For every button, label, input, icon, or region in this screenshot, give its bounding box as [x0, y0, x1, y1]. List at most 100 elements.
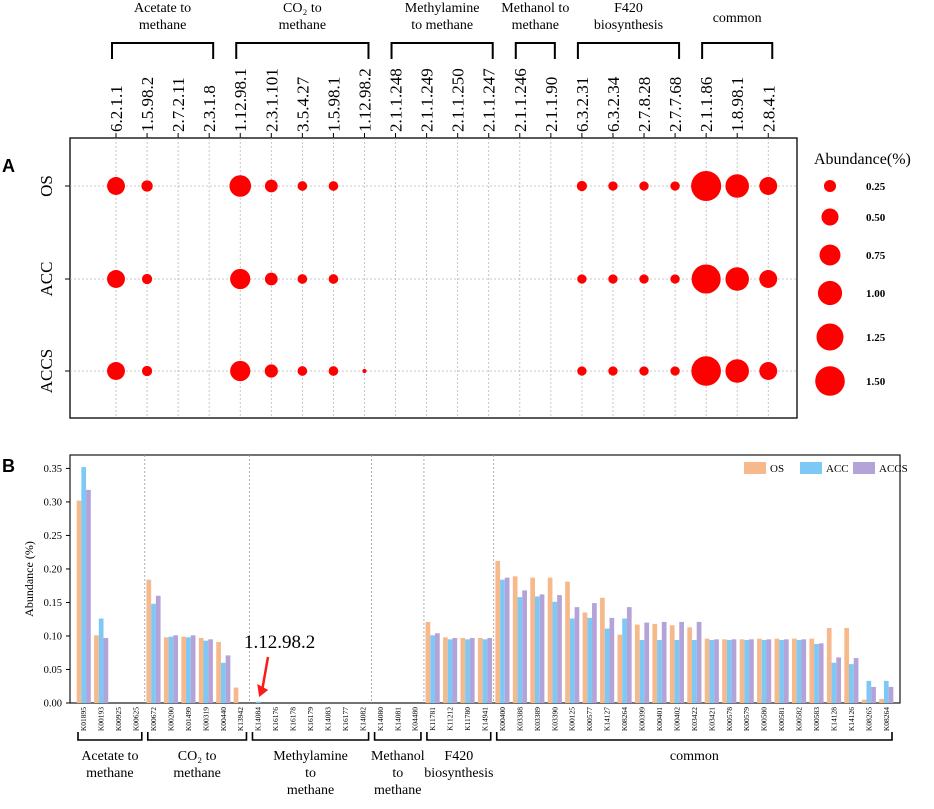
bubble-legend-label: 0.50 — [866, 212, 886, 224]
bar-group-label: methane — [86, 766, 133, 781]
bubble-point — [264, 179, 278, 193]
bar-xtick-label: K00583 — [812, 707, 821, 731]
bar-accs — [888, 686, 894, 703]
bar-xtick-label: K14081 — [393, 707, 402, 731]
bar-ytick-label: 0.30 — [44, 497, 62, 508]
bar-acc — [831, 662, 837, 703]
bar-xtick-label: K00625 — [132, 707, 141, 731]
bar-xtick-label: K00319 — [201, 707, 210, 731]
bar-os — [565, 581, 570, 703]
bubble-group-bracket — [514, 42, 556, 59]
bar-group-label: methane — [287, 783, 334, 798]
bubble-ec-label: 2.1.1.247 — [480, 68, 499, 132]
bar-xtick-label: K11212 — [446, 707, 455, 731]
bar-os — [844, 627, 850, 703]
bar-group-label: F420 — [444, 749, 473, 764]
bar-acc — [744, 639, 750, 703]
bar-xtick-label: K00581 — [777, 707, 786, 731]
bar-os — [582, 612, 588, 703]
bar-acc — [761, 639, 767, 703]
bubble-point — [670, 366, 680, 376]
bar-accs — [801, 639, 807, 703]
panel-label-b: B — [2, 456, 15, 476]
bar-os — [76, 500, 82, 703]
bar-os — [163, 637, 169, 703]
bar-os — [94, 635, 99, 703]
bubble-point — [639, 366, 649, 376]
bar-accs — [731, 639, 737, 703]
bar-acc — [779, 639, 784, 703]
bubble-group-label: to methane — [411, 18, 473, 33]
bubble-point — [297, 274, 308, 284]
bubble-group-label: methane — [279, 18, 326, 33]
bar-xtick-label: K00577 — [585, 707, 594, 731]
bubble-point — [577, 274, 587, 284]
bubble-group-label: Methanol to — [501, 1, 569, 16]
bubble-group-label: common — [713, 11, 762, 26]
bar-os — [443, 637, 448, 703]
bar-xtick-label: K00200 — [166, 707, 175, 731]
bar-os — [146, 579, 152, 703]
bar-acc — [81, 467, 87, 703]
bar-xtick-label: K08265 — [864, 707, 873, 731]
bar-os — [512, 576, 518, 703]
bar-os — [774, 638, 780, 703]
bubble-ec-label: 1.8.98.1 — [728, 77, 747, 132]
bubble-row-label: OS — [37, 175, 56, 197]
bar-os — [530, 577, 535, 703]
bubble-legend-label: 1.00 — [866, 288, 886, 300]
bubble-ec-label: 2.7.8.28 — [635, 77, 654, 132]
bubble-group-label: F420 — [614, 1, 643, 16]
bar-xtick-label: K14126 — [847, 707, 856, 731]
bubble-plot-frame — [69, 137, 798, 419]
bubble-group-bracket — [111, 42, 215, 59]
bar-ytick-label: 0.20 — [44, 564, 62, 575]
bar-acc — [500, 579, 505, 703]
bar-acc — [849, 664, 854, 703]
bar-group-label: Acetate to — [81, 749, 138, 764]
bar-acc — [203, 640, 209, 703]
bar-acc — [883, 680, 889, 703]
bar-os — [634, 624, 640, 703]
bar-acc — [709, 639, 715, 703]
bubble-ec-label: 2.1.1.250 — [449, 68, 468, 132]
bubble-ec-label: 1.12.98.2 — [355, 68, 374, 132]
bubble-group-bracket — [576, 42, 681, 59]
bar-accs — [103, 637, 109, 703]
bar-group-label: to — [305, 766, 316, 781]
bar-os — [617, 634, 623, 703]
bubble-point — [759, 362, 778, 380]
bar-group-bracket — [251, 732, 370, 741]
bubble-legend-label: 0.75 — [866, 250, 886, 262]
bar-acc — [98, 618, 104, 703]
bubble-point — [691, 170, 722, 202]
bar-xtick-label: K14084 — [254, 707, 263, 731]
bubble-point — [670, 181, 680, 191]
bar-acc — [587, 617, 593, 703]
bar-accs — [783, 639, 789, 703]
bar-accs — [504, 577, 510, 703]
bar-xtick-label: K14080 — [376, 707, 385, 731]
bubble-chart: 6.2.1.1 1.5.98.2 2.7.2.11 2.3.1.8 1.12.98.1 2… — [37, 1, 911, 419]
bar-accs — [557, 595, 562, 703]
bar-os — [477, 637, 483, 703]
bar-os — [669, 625, 675, 703]
bar-acc — [674, 639, 680, 703]
bar-os — [198, 637, 204, 703]
bar-xtick-label: K14941 — [481, 707, 490, 731]
bubble-ec-label: 1.5.98.1 — [324, 77, 343, 132]
bubble-ec-label: 3.5.4.27 — [293, 76, 312, 132]
bar-annotation-text: 1.12.98.2 — [244, 632, 315, 653]
bar-os — [722, 639, 727, 703]
bar-os — [233, 687, 239, 703]
bar-xtick-label: K11781 — [428, 707, 437, 731]
bar-xtick-label: K00402 — [672, 707, 681, 731]
bar-legend-swatch — [800, 462, 822, 474]
bar-acc — [569, 618, 575, 703]
bubble-point — [107, 362, 125, 380]
bubble-point — [725, 174, 749, 198]
bar-acc — [796, 639, 802, 703]
bar-os — [879, 698, 884, 703]
bar-os — [809, 638, 815, 703]
bar-ytick-label: 0.10 — [44, 631, 62, 642]
